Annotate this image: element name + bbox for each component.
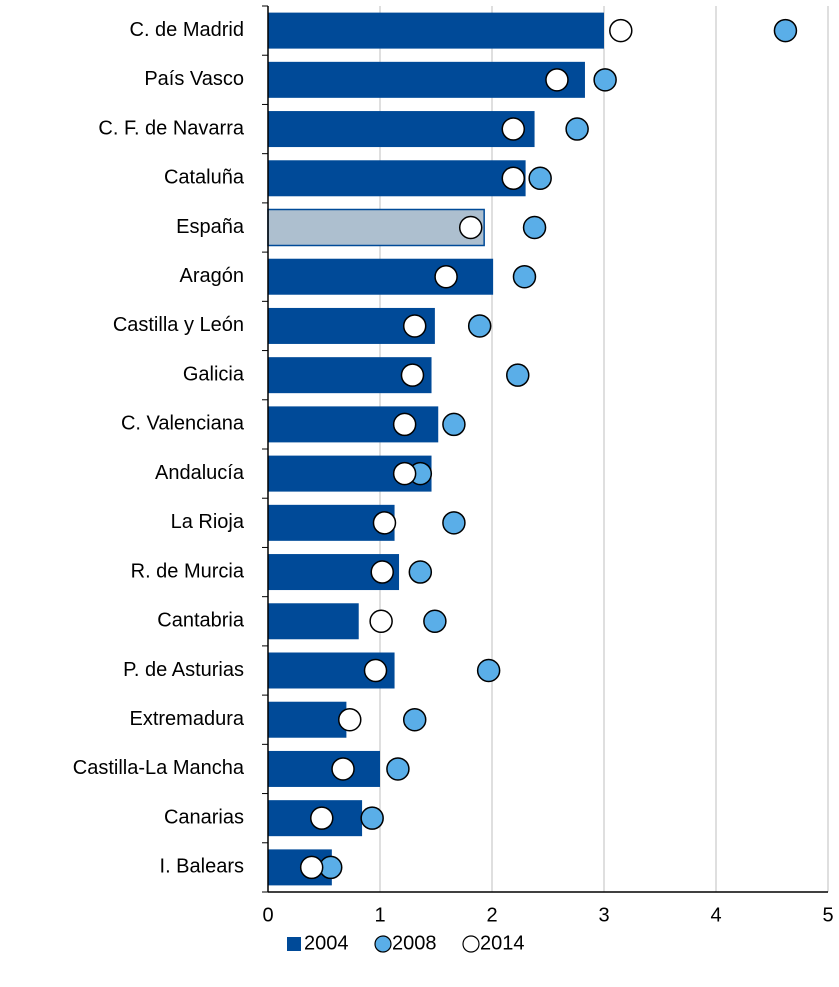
bar [267,208,485,247]
legend-swatch [374,935,392,953]
dot [501,166,526,191]
y-tick-label: La Rioja [171,511,245,533]
dot [408,560,433,584]
y-tick-label: España [176,216,245,238]
dot [423,609,447,634]
dot [458,215,483,240]
dot [442,412,466,437]
y-tick-label: Castilla-La Mancha [73,757,245,779]
dot [370,560,394,584]
y-tick-label: C. de Madrid [130,19,245,41]
dot [360,806,384,830]
x-tick-label: 0 [262,904,273,926]
dot [467,314,492,338]
dot [565,117,589,141]
legend-label: 2004 [304,932,349,954]
dot [331,757,355,781]
x-tick-label: 1 [374,904,385,926]
dot [363,658,388,683]
dot [402,707,427,732]
dot [501,117,526,141]
legend-label: 2014 [480,932,525,954]
dot [512,264,537,289]
dot [528,166,552,191]
x-tick-label: 5 [822,904,833,926]
dot [386,757,410,781]
dot [400,363,425,387]
x-tick-label: 3 [598,904,609,926]
dot [522,215,547,240]
bar [268,750,380,787]
dot [338,707,362,732]
legend-swatch [462,935,480,953]
dot [310,806,334,830]
dot [593,68,617,92]
bar [268,61,585,98]
dot [506,363,530,387]
dot [392,461,417,486]
y-tick-label: C. Valenciana [121,413,245,435]
dot [773,18,798,43]
x-tick-label: 4 [710,904,721,926]
dot [369,609,393,634]
y-tick-label: País Vasco [144,68,244,90]
y-tick-label: I. Balears [160,856,244,878]
y-tick-label: Extremadura [130,708,245,730]
dot [442,511,466,535]
legend-swatch [287,937,301,951]
bar [268,12,604,49]
dot [299,855,324,880]
y-tick-label: Cataluña [164,167,245,189]
bar [268,603,359,640]
dot [402,314,427,338]
y-tick-label: R. de Murcia [131,560,245,582]
y-tick-label: Galicia [183,363,245,385]
dot [392,412,417,437]
y-tick-label: Andalucía [155,462,245,484]
x-tick-label: 2 [486,904,497,926]
y-tick-label: Canarias [164,806,244,828]
bar [268,160,526,197]
dot [434,264,458,289]
dot [372,511,397,535]
y-tick-label: P. de Asturias [123,659,244,681]
y-tick-label: Castilla y León [113,314,244,336]
dot [476,658,501,683]
legend-label: 2008 [392,932,437,954]
bar [268,258,494,295]
bar [268,701,347,738]
y-tick-label: Cantabria [157,610,245,632]
y-tick-label: Aragón [180,265,245,287]
bar [268,111,535,148]
dot [609,18,633,43]
dot [545,68,569,92]
y-tick-label: C. F. de Navarra [98,117,244,139]
